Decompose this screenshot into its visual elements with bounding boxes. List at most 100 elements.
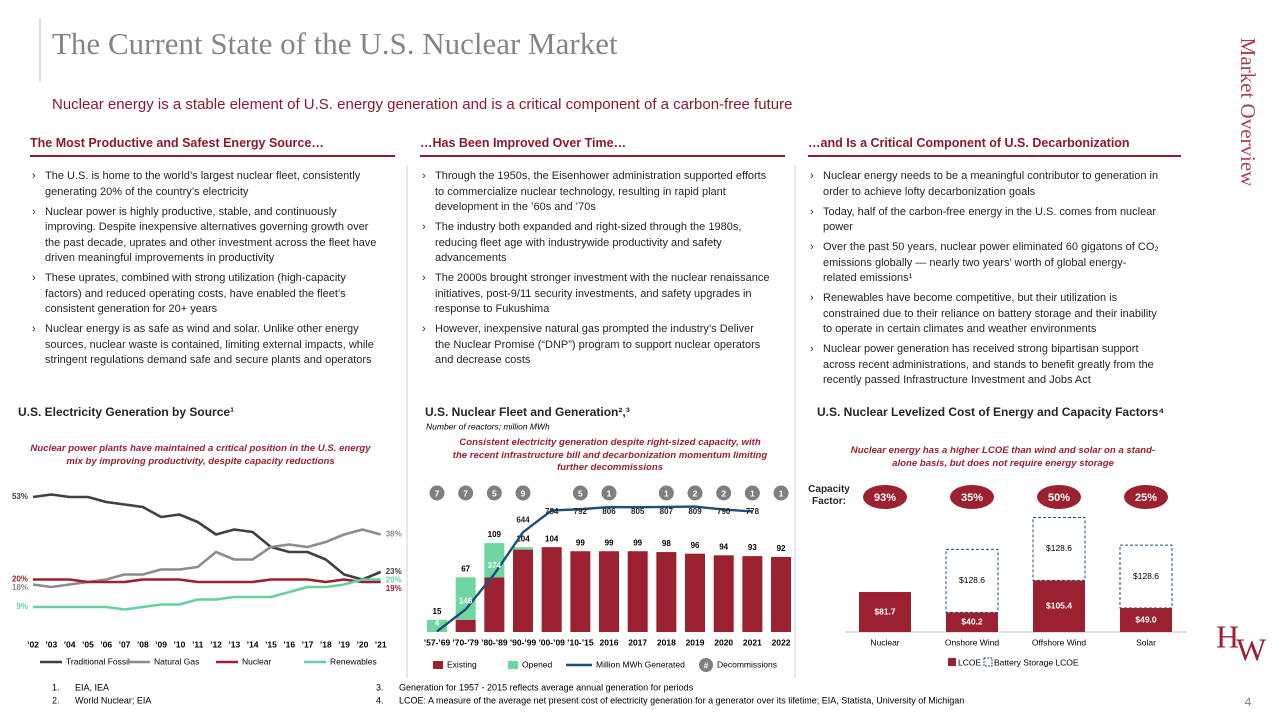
bar-storage: [1119, 544, 1173, 609]
bar-existing: [713, 555, 734, 632]
bar-opened: [455, 577, 476, 620]
x-tick-label: ’06: [100, 639, 112, 649]
bar-total-label: 94: [719, 542, 728, 551]
data-label: 20%: [386, 576, 402, 585]
bar-total-label: 104: [516, 534, 530, 543]
decommission-badge: [744, 485, 760, 501]
capacity-factor-value: 93%: [874, 492, 896, 504]
x-tick-label: ’13: [228, 639, 240, 649]
x-tick-label: ’80-’89: [481, 637, 508, 647]
x-tick-label: Nuclear: [870, 637, 899, 647]
bullet: Nuclear power generation has received st…: [808, 342, 1160, 389]
data-label: 38%: [386, 530, 402, 539]
bar-existing: [656, 552, 677, 632]
legend-label: Natural Gas: [154, 656, 199, 666]
decommission-badge: [486, 485, 502, 501]
footnote-text: EIA, IEA: [75, 682, 109, 692]
bar-lcoe: [1120, 608, 1172, 632]
x-tick-label: ’00-’09: [538, 637, 565, 647]
bullet: Over the past 50 years, nuclear power el…: [808, 240, 1160, 287]
x-tick-label: 2018: [657, 637, 676, 647]
side-label: Market Overview: [1236, 38, 1260, 188]
bar-existing: [570, 551, 591, 632]
capacity-factor-pill: [950, 485, 994, 509]
bullet: Through the 1950s, the Eisenhower admini…: [420, 169, 772, 216]
x-tick-label: ’70-’79: [452, 637, 479, 647]
footnote-text: World Nuclear; EIA: [75, 695, 151, 705]
capacity-factor-value: 50%: [1048, 492, 1070, 504]
decommission-label: 7: [463, 488, 468, 498]
legend-label: Nuclear: [242, 656, 271, 666]
decommission-label: 7: [435, 488, 440, 498]
x-tick-label: ’05: [82, 639, 94, 649]
line-label: 644: [516, 515, 530, 524]
legend-label: Renewables: [330, 656, 377, 666]
footnote-number: 3.: [376, 682, 384, 692]
x-tick-label: Offshore Wind: [1032, 637, 1086, 647]
legend-swatch: [508, 661, 518, 669]
x-tick-label: ’16: [283, 639, 295, 649]
x-tick-label: ’57-’69: [424, 637, 451, 647]
legend-label: Million MWh Generated: [596, 659, 685, 669]
x-tick-label: 2022: [772, 637, 791, 647]
data-label: 20%: [12, 575, 28, 584]
x-tick-label: ’02: [27, 639, 39, 649]
legend-label: Decommissions: [717, 659, 777, 669]
bar-total-label: 93: [748, 543, 757, 552]
legend-swatch: [433, 661, 443, 669]
bar-total-label: 67: [461, 564, 470, 573]
x-tick-label: ’15: [265, 639, 277, 649]
legend-symbol: #: [704, 660, 709, 670]
column-heading: …Has Been Improved Over Time…: [420, 136, 785, 157]
decommission-label: 1: [779, 488, 784, 498]
bullet: Nuclear energy is as safe as wind and so…: [30, 322, 382, 369]
decommission-badge: [429, 485, 445, 501]
decommission-label: 5: [578, 488, 583, 498]
footnote-text: Generation for 1957 - 2015 reflects aver…: [399, 682, 694, 692]
page-number: 4: [1245, 695, 1252, 709]
column-heading: …and Is a Critical Component of U.S. Dec…: [808, 136, 1181, 157]
footnote-text: LCOE: A measure of the average net prese…: [399, 695, 964, 705]
bar-existing: [771, 556, 792, 632]
logo-letter: W: [1236, 631, 1267, 667]
chart-annotation: Consistent electricity generation despit…: [452, 437, 768, 473]
bar-existing: [455, 619, 476, 632]
bullet: The U.S. is home to the world’s largest …: [30, 169, 382, 200]
x-tick-label: 2016: [600, 637, 619, 647]
x-tick-label: ’04: [64, 639, 76, 649]
x-tick-label: ’90-’99: [510, 637, 537, 647]
legend-swatch: [699, 658, 713, 672]
decommission-badge: [773, 485, 789, 501]
x-tick-label: ’20: [356, 639, 368, 649]
line-label: 807: [660, 507, 674, 516]
capacity-factor-value: 35%: [961, 492, 983, 504]
slide-title: The Current State of the U.S. Nuclear Ma…: [52, 26, 618, 61]
bullet: Nuclear energy needs to be a meaningful …: [808, 169, 1160, 200]
bar-storage: [1032, 516, 1086, 581]
legend-swatch: [983, 657, 993, 667]
bar-existing: [627, 551, 648, 632]
data-label: $40.2: [961, 616, 983, 626]
bullet-list: Through the 1950s, the Eisenhower admini…: [420, 169, 772, 373]
bar-total-label: 92: [777, 544, 786, 553]
bullet: Renewables have become competitive, but …: [808, 291, 1160, 338]
column-heading: The Most Productive and Safest Energy So…: [30, 136, 395, 157]
line-label: 790: [717, 507, 731, 516]
legend-swatch: [948, 658, 956, 666]
bar-total-label: 104: [545, 534, 559, 543]
capacity-factor-pill: [1037, 485, 1081, 509]
decommission-badge: [572, 485, 588, 501]
bar-total-label: 98: [662, 539, 671, 548]
bullet: The 2000s brought stronger investment wi…: [420, 271, 772, 318]
data-label: 9%: [16, 602, 28, 611]
bar-existing: [742, 556, 763, 632]
x-tick-label: 2021: [743, 637, 762, 647]
data-label: $105.4: [1046, 600, 1072, 610]
chart-subtitle: Nuclear power plants have maintained a c…: [30, 443, 371, 467]
decommission-badge: [716, 485, 732, 501]
x-tick-label: ’18: [320, 639, 332, 649]
line-label: 805: [631, 507, 645, 516]
decommission-label: 1: [750, 488, 755, 498]
x-tick-label: ’21: [375, 639, 387, 649]
decommission-badge: [515, 485, 531, 501]
